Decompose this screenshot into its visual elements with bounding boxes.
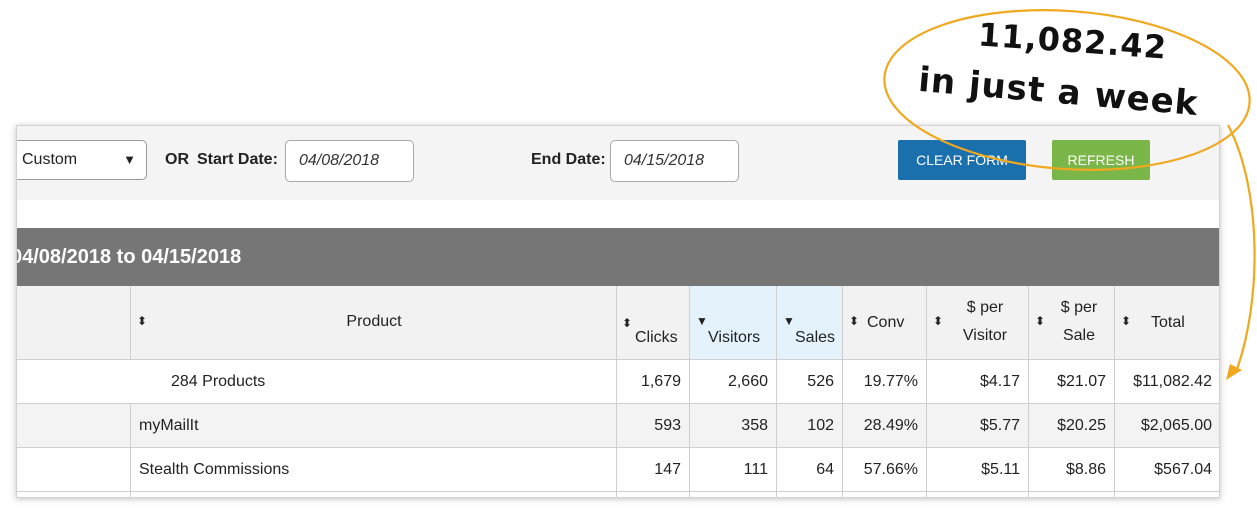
or-label: OR bbox=[165, 151, 189, 168]
header-per-visitor-label-1: $ per bbox=[966, 299, 1004, 316]
row-per-visitor: $5.77 bbox=[926, 404, 1028, 447]
row-partial-cell bbox=[842, 492, 926, 497]
table-row-partial bbox=[17, 492, 1219, 497]
summary-product: 284 Products bbox=[171, 373, 266, 390]
row-partial-cell bbox=[689, 492, 776, 497]
annotation-caption: in just a week bbox=[916, 59, 1201, 125]
row-visitors: 111 bbox=[689, 448, 776, 491]
sort-icon[interactable]: ⬍ bbox=[849, 314, 860, 328]
row-product[interactable]: myMailIt bbox=[130, 404, 616, 447]
summary-visitors: 2,660 bbox=[689, 360, 776, 403]
start-date-input[interactable]: 04/08/2018 bbox=[285, 140, 414, 182]
row-partial-cell bbox=[1028, 492, 1114, 497]
start-date-label: Start Date: bbox=[197, 151, 278, 168]
summary-sales: 526 bbox=[776, 360, 842, 403]
row-clicks: 147 bbox=[616, 448, 689, 491]
row-conv: 28.49% bbox=[842, 404, 926, 447]
summary-total: $11,082.42 bbox=[1114, 360, 1219, 403]
spacer bbox=[17, 200, 1219, 228]
filter-toolbar: Custom ▼ OR Start Date: 04/08/2018 End D… bbox=[17, 126, 1219, 200]
summary-row: 284 Products 1,679 2,660 526 19.77% $4.1… bbox=[17, 360, 1219, 404]
header-per-sale[interactable]: ⬍ $ per Sale bbox=[1028, 286, 1114, 359]
annotation-arrow-line bbox=[1227, 124, 1256, 373]
header-clicks-label: Clicks bbox=[635, 329, 678, 346]
row-sales: 64 bbox=[776, 448, 842, 491]
end-date-label: End Date: bbox=[531, 151, 606, 168]
end-date-input[interactable]: 04/15/2018 bbox=[610, 140, 739, 182]
sort-icon[interactable]: ⬍ bbox=[1121, 314, 1132, 328]
report-panel: Custom ▼ OR Start Date: 04/08/2018 End D… bbox=[16, 125, 1220, 498]
header-total[interactable]: ⬍ Total bbox=[1114, 286, 1219, 359]
header-sales[interactable]: ▼ Sales bbox=[776, 286, 842, 359]
header-per-sale-label-1: $ per bbox=[1060, 299, 1098, 316]
period-select-value: Custom bbox=[22, 151, 78, 168]
header-product-label: Product bbox=[346, 313, 402, 330]
table-row[interactable]: myMailIt 593 358 102 28.49% $5.77 $20.25… bbox=[17, 404, 1219, 448]
summary-per-sale: $21.07 bbox=[1028, 360, 1114, 403]
row-clicks: 593 bbox=[616, 404, 689, 447]
row-per-sale: $8.86 bbox=[1028, 448, 1114, 491]
row-partial-cell bbox=[1114, 492, 1219, 497]
row-partial-cell bbox=[130, 492, 616, 497]
row-per-sale: $20.25 bbox=[1028, 404, 1114, 447]
header-visitors[interactable]: ▼ Visitors bbox=[689, 286, 776, 359]
sort-icon[interactable]: ⬍ bbox=[1035, 314, 1046, 328]
annotation: 11,082.42 in just a week bbox=[884, 4, 1248, 172]
sort-icon[interactable]: ⬍ bbox=[622, 316, 633, 330]
summary-per-visitor: $4.17 bbox=[926, 360, 1028, 403]
sort-icon[interactable]: ⬍ bbox=[137, 314, 148, 328]
row-per-visitor: $5.11 bbox=[926, 448, 1028, 491]
header-total-label: Total bbox=[1151, 314, 1185, 331]
header-visitors-label: Visitors bbox=[708, 329, 761, 346]
annotation-ellipse bbox=[883, 9, 1251, 171]
header-product[interactable]: ⬍ Product bbox=[130, 286, 616, 359]
refresh-button[interactable]: REFRESH bbox=[1052, 140, 1150, 180]
header-per-visitor-label-2: Visitor bbox=[962, 327, 1008, 344]
row-partial-cell bbox=[616, 492, 689, 497]
row-partial-cell bbox=[776, 492, 842, 497]
row-partial-cell bbox=[926, 492, 1028, 497]
summary-clicks: 1,679 bbox=[616, 360, 689, 403]
sort-icon[interactable]: ⬍ bbox=[933, 314, 944, 328]
header-sales-label: Sales bbox=[795, 329, 836, 346]
table-header: ⬍ Product ⬍ Clicks ▼ Visitors ▼ Sales ⬍ … bbox=[17, 286, 1219, 360]
header-conv-label: Conv bbox=[867, 314, 905, 331]
row-sales: 102 bbox=[776, 404, 842, 447]
period-select[interactable]: Custom ▼ bbox=[17, 140, 147, 180]
row-total: $567.04 bbox=[1114, 448, 1219, 491]
row-conv: 57.66% bbox=[842, 448, 926, 491]
header-per-sale-label-2: Sale bbox=[1062, 327, 1096, 344]
annotation-amount: 11,082.42 bbox=[976, 15, 1169, 67]
header-per-visitor[interactable]: ⬍ $ per Visitor bbox=[926, 286, 1028, 359]
caret-down-icon: ▼ bbox=[123, 152, 136, 167]
arrow-head-icon bbox=[1226, 364, 1242, 380]
summary-conv: 19.77% bbox=[842, 360, 926, 403]
report-range-title: 04/08/2018 to 04/15/2018 bbox=[17, 228, 1219, 286]
row-product[interactable]: Stealth Commissions bbox=[130, 448, 616, 491]
row-total: $2,065.00 bbox=[1114, 404, 1219, 447]
header-conv[interactable]: ⬍ Conv bbox=[842, 286, 926, 359]
sort-desc-icon[interactable]: ▼ bbox=[696, 314, 708, 328]
header-clicks[interactable]: ⬍ Clicks bbox=[616, 286, 689, 359]
sort-desc-icon[interactable]: ▼ bbox=[783, 314, 795, 328]
table-row[interactable]: Stealth Commissions 147 111 64 57.66% $5… bbox=[17, 448, 1219, 492]
row-visitors: 358 bbox=[689, 404, 776, 447]
